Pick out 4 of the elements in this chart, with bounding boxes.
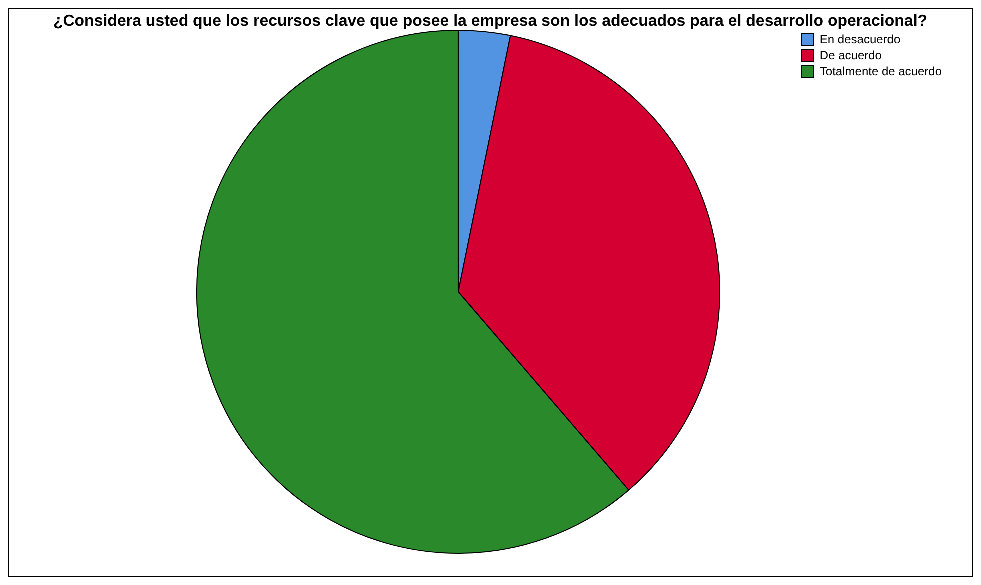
chart-title: ¿Considera usted que los recursos clave que posee la empresa son los adecuados para el desarrollo operacional? <box>52 12 929 30</box>
legend-label: De acuerdo <box>820 48 882 62</box>
legend-label: Totalmente de acuerdo <box>820 64 942 78</box>
legend-label: En desacuerdo <box>820 32 901 46</box>
